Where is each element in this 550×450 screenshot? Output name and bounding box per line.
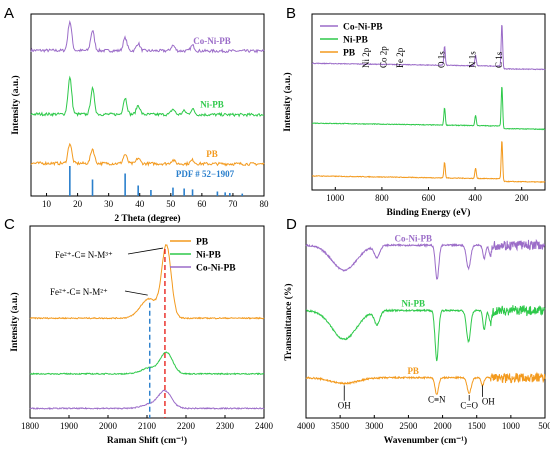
x-tick-label: 500: [538, 421, 550, 431]
series-label-ni-pb: Ni-PB: [401, 299, 425, 309]
x-tick-label: 30: [104, 199, 114, 209]
annotation-label: OH: [482, 397, 495, 407]
series-line-ni-pb: [311, 86, 546, 131]
x-tick-label: 2500: [399, 421, 418, 431]
legend-entry: Co-Ni-PB: [196, 264, 236, 274]
x-tick-label: 50: [166, 199, 176, 209]
annotation-m2: Fe²⁺-C≡ N-M²⁺: [50, 287, 108, 297]
x-axis-label: 2 Theta (degree): [114, 213, 180, 224]
panel-d-ftir: 4000 3500 3000 2500 2000 1500 1000 500 Wavenumbe…: [283, 225, 550, 446]
panel-letter-B: B: [286, 5, 296, 22]
x-tick-label: 1500: [468, 421, 487, 431]
y-axis-label: Intensity (a.u.): [282, 72, 293, 131]
panel-letter-A: A: [4, 5, 14, 22]
x-tick-label: 2300: [216, 421, 235, 431]
series-label-co-ni-pb: Co-Ni-PB: [193, 36, 231, 46]
series-line-ni-pb: [306, 305, 546, 362]
peak-annotation: Co 2p: [379, 46, 389, 68]
series-label-ni-pb: Ni-PB: [200, 100, 224, 110]
series-label-co-ni-pb: Co-Ni-PB: [394, 233, 432, 243]
series-line-pb: [30, 142, 265, 167]
peak-annotation: Fe 2p: [395, 47, 405, 68]
legend-entry: PB: [196, 238, 209, 248]
series-line-co-ni-pb: [29, 389, 265, 410]
panel-letter-C: C: [4, 216, 15, 233]
panel-letter-D: D: [286, 216, 297, 233]
series-line-pb: [29, 244, 265, 320]
x-axis-label: Raman Shift (cm⁻¹): [107, 435, 187, 446]
x-tick-label: 10: [42, 199, 52, 209]
y-axis-label: Transmittance (%): [283, 283, 294, 360]
x-tick-label: 60: [197, 199, 207, 209]
series-line-pb: [311, 141, 546, 184]
x-axis-label: Binding Energy (eV): [387, 207, 471, 218]
x-tick-label: 80: [260, 199, 270, 209]
peak-annotation: Ni 2p: [361, 47, 371, 68]
x-tick-label: 4000: [297, 421, 316, 431]
x-tick-label: 40: [135, 199, 145, 209]
series-line-co-ni-pb: [305, 238, 546, 280]
annotation-label: C≡N: [428, 395, 446, 405]
plot-frame: [305, 225, 546, 419]
reference-label: PDF # 52−1907: [176, 169, 235, 179]
legend-entry: Ni-PB: [343, 36, 368, 46]
y-axis-label: Intensity (a.u.): [9, 292, 20, 351]
x-tick-label: 1000: [502, 421, 521, 431]
x-tick-label: 2000: [434, 421, 453, 431]
x-tick-label: 2200: [177, 421, 196, 431]
plot-frame: [30, 13, 265, 197]
panel-a-xrd: 10 20 30 40 50 60 70 80 2 Theta (degree) Intensit…: [10, 13, 270, 224]
x-tick-label: 2400: [255, 421, 274, 431]
legend-entry: PB: [343, 49, 356, 59]
x-tick-label: 800: [375, 193, 389, 203]
series-line-co-ni-pb: [312, 24, 546, 71]
annotation-m3: Fe²⁺-C≡ N-M³⁺: [55, 250, 113, 260]
x-tick-label: 3000: [365, 421, 384, 431]
series-line-co-ni-pb: [30, 19, 265, 54]
x-tick-label: 2000: [99, 421, 118, 431]
peak-annotation: N 1s: [468, 51, 478, 68]
legend-entry: Co-Ni-PB: [343, 23, 383, 33]
y-axis-label: Intensity (a.u.): [10, 75, 21, 134]
annotation-arrow: [127, 247, 164, 255]
series-line-ni-pb: [30, 75, 264, 118]
panel-b-xps: 1000 800 600 400 200 Binding Energy (eV) Inten…: [282, 13, 546, 218]
x-tick-label: 400: [468, 193, 482, 203]
x-tick-label: 1900: [60, 421, 79, 431]
annotation-label: C=O: [460, 400, 478, 410]
x-tick-label: 1800: [21, 421, 40, 431]
series-line-pb: [305, 371, 546, 395]
x-tick-label: 20: [73, 199, 83, 209]
annotation-label: OH: [338, 400, 351, 410]
x-tick-label: 600: [422, 193, 436, 203]
legend-entry: Ni-PB: [196, 251, 221, 261]
peak-annotation: C 1s: [494, 51, 504, 68]
series-line-ni-pb: [29, 351, 265, 376]
x-tick-label: 200: [515, 193, 529, 203]
x-tick-label: 3500: [331, 421, 350, 431]
x-axis-label: Wavenumber (cm⁻¹): [384, 435, 467, 446]
x-tick-label: 1000: [326, 193, 345, 203]
peak-annotation: O 1s: [437, 51, 447, 68]
series-label-pb: PB: [206, 149, 218, 159]
panel-c-raman: 1800 1900 2000 2100 2200 2300 2400 Raman Shift …: [9, 225, 274, 446]
x-tick-label: 2100: [138, 421, 157, 431]
annotation-arrow: [124, 290, 148, 296]
series-label-pb: PB: [407, 366, 419, 376]
x-tick-label: 70: [228, 199, 238, 209]
